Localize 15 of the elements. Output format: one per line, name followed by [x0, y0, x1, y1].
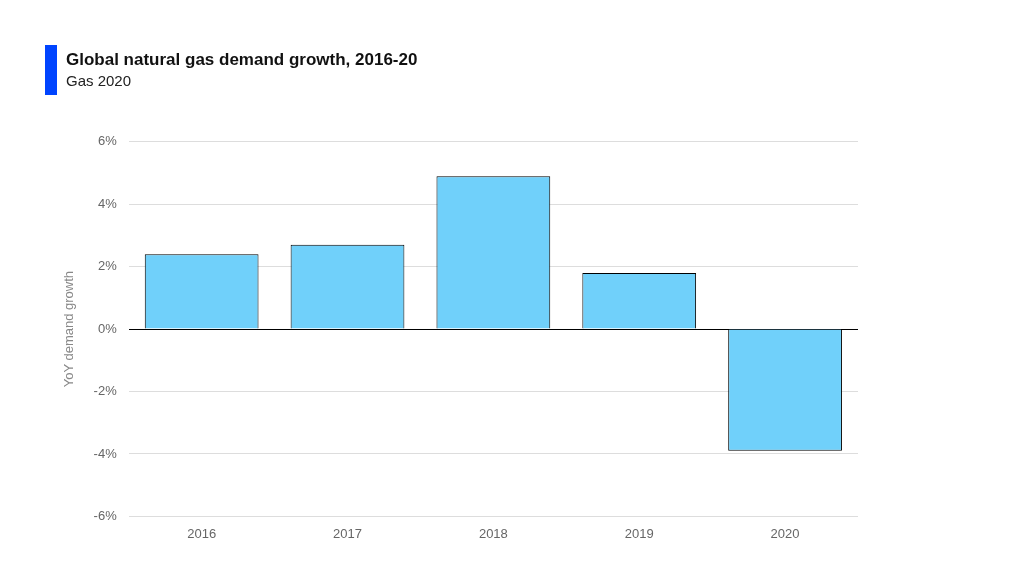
y-tick-label: -4%: [93, 445, 118, 461]
y-tick-label: 0%: [97, 320, 118, 336]
y-axis-title: YoY demand growth: [61, 270, 77, 388]
x-tick-label: 2019: [624, 525, 654, 541]
x-tick-label: 2017: [333, 525, 362, 541]
y-tick-label: 2%: [97, 258, 118, 274]
y-tick-label: -2%: [93, 383, 118, 399]
x-tick-label: 2016: [187, 525, 217, 541]
y-tick-label: -6%: [93, 507, 118, 523]
x-tick-label: 2018: [478, 525, 508, 541]
chart-title: Global natural gas demand growth, 2016-20: [66, 50, 418, 70]
y-tick-label: 6%: [97, 133, 118, 149]
x-tick-label: 2020: [770, 525, 800, 541]
y-tick-label: 4%: [97, 195, 118, 211]
chart-subtitle: Gas 2020: [66, 72, 132, 89]
